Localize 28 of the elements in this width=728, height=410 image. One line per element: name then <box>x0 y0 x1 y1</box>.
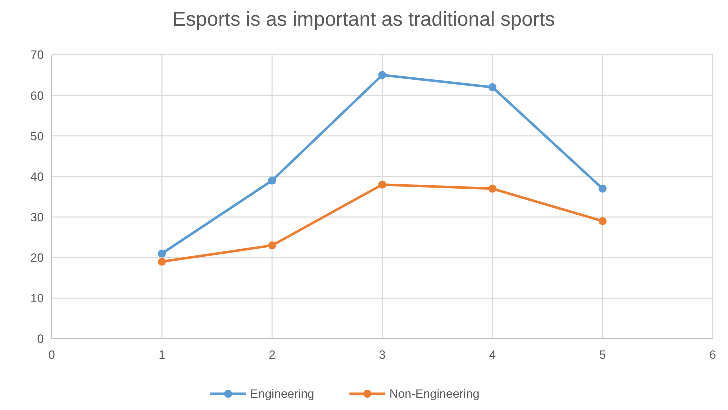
point <box>378 180 386 189</box>
y-tick-label: 70 <box>30 48 44 62</box>
point <box>268 176 276 185</box>
x-tick-label: 3 <box>379 348 386 362</box>
y-tick-label: 50 <box>30 129 44 144</box>
point <box>488 184 497 193</box>
x-tick-label: 0 <box>48 348 56 362</box>
legend-label: Engineering <box>250 387 314 401</box>
legend-label: Non-Engineering <box>390 387 480 401</box>
point <box>158 258 166 266</box>
y-tick-label: 10 <box>30 292 44 306</box>
x-tick-label: 2 <box>268 348 276 362</box>
y-tick-label: 40 <box>30 170 44 184</box>
point <box>268 242 276 250</box>
x-tick-label: 5 <box>599 348 606 362</box>
point <box>378 71 386 80</box>
y-tick-label: 20 <box>30 251 44 266</box>
point <box>158 250 166 258</box>
y-tick-label: 30 <box>30 210 44 224</box>
point <box>598 184 607 193</box>
point <box>598 217 607 226</box>
x-tick-label: 4 <box>489 348 496 362</box>
point <box>488 83 497 92</box>
x-tick-label: 1 <box>158 348 166 362</box>
y-tick-label: 0 <box>37 332 44 346</box>
x-tick-label: 6 <box>710 348 717 362</box>
chart-title: Esports is as important as traditional sports <box>172 9 556 31</box>
y-tick-label: 60 <box>30 88 44 103</box>
